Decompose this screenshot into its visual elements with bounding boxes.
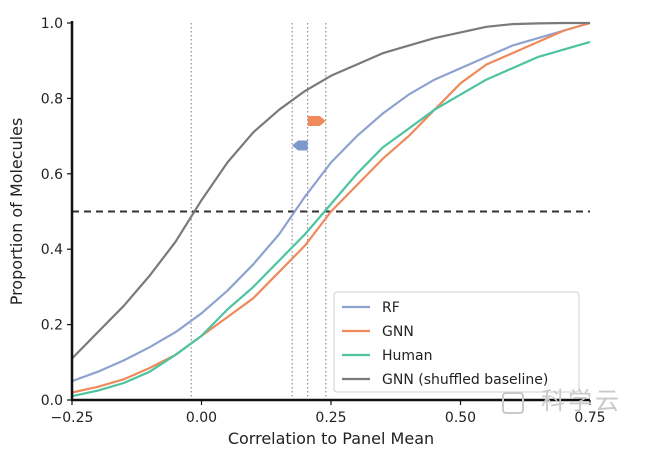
y-tick-label: 0.0 bbox=[41, 393, 63, 409]
x-tick-label: 0.50 bbox=[445, 410, 476, 426]
shift-arrow-1 bbox=[292, 140, 308, 151]
y-tick-label: 0.8 bbox=[41, 91, 63, 107]
x-tick-label: −0.25 bbox=[51, 410, 94, 426]
y-tick-label: 0.2 bbox=[41, 318, 63, 334]
series-line-3 bbox=[71, 21, 590, 360]
legend-frame bbox=[333, 291, 580, 393]
legend-label: Human bbox=[382, 348, 433, 364]
legend-label: GNN (shuffled baseline) bbox=[382, 372, 548, 388]
y-tick-label: 1.0 bbox=[41, 16, 63, 32]
x-tick-label: 0.75 bbox=[574, 410, 605, 426]
series-line-1 bbox=[71, 21, 591, 394]
x-axis-label: Correlation to Panel Mean bbox=[228, 429, 434, 448]
legend: RF GNN Human GNN (shuffled baseline) bbox=[333, 291, 580, 393]
series-line-2 bbox=[71, 40, 591, 398]
watermark-logo-icon bbox=[502, 392, 524, 414]
watermark: 科学云 bbox=[541, 387, 622, 415]
shift-arrows bbox=[292, 116, 326, 151]
legend-label: RF bbox=[382, 300, 400, 316]
y-tick-label: 0.6 bbox=[41, 167, 63, 183]
series-lines bbox=[71, 21, 591, 398]
y-axis-label: Proportion of Molecules bbox=[7, 118, 26, 306]
legend-label: GNN bbox=[382, 324, 414, 340]
x-tick-label: 0.25 bbox=[315, 410, 346, 426]
x-tick-label: 0.00 bbox=[186, 410, 217, 426]
shift-arrow-0 bbox=[307, 116, 326, 126]
y-tick-label: 0.4 bbox=[41, 242, 63, 258]
tick-labels: −0.25 0.00 0.25 0.50 0.75 0.0 0.2 0.4 0.6 0.8 1.0 bbox=[41, 16, 606, 426]
series-line-0 bbox=[71, 21, 591, 383]
